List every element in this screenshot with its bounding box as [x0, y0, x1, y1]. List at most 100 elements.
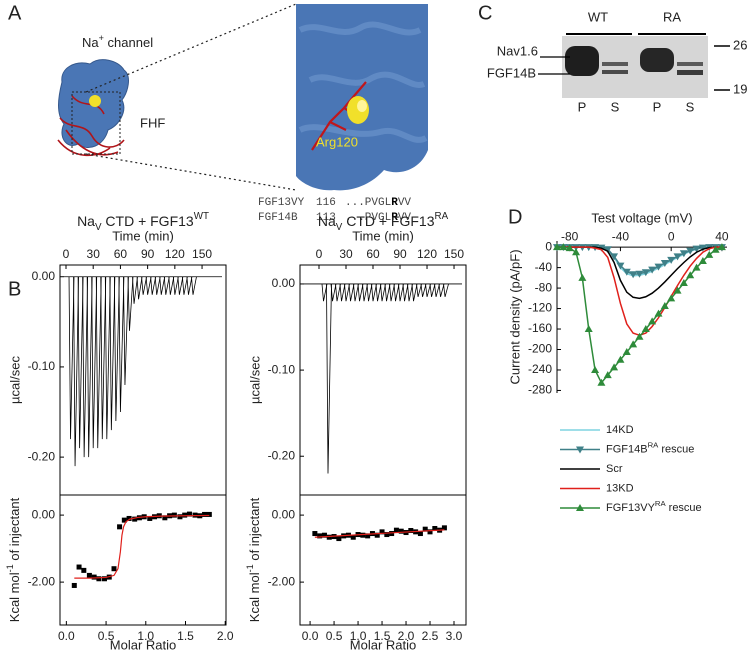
data-point — [641, 269, 650, 277]
injection-peak — [159, 276, 166, 295]
data-point — [584, 325, 593, 333]
plot-frame — [299, 494, 467, 626]
data-point — [126, 515, 132, 521]
data-point — [398, 528, 404, 534]
data-point — [408, 528, 414, 534]
injection-peak — [326, 283, 332, 474]
injection-peak — [127, 276, 134, 331]
data-point — [312, 531, 318, 537]
chart-title: NaV CTD + FGF13RA — [318, 211, 449, 233]
data-point — [616, 262, 625, 270]
data-point — [673, 253, 682, 261]
x-tick-label: 0.5 — [98, 629, 115, 643]
x-tick-label: 60 — [114, 247, 128, 261]
injection-peak — [182, 276, 188, 295]
injection-peak — [104, 276, 111, 440]
plot-frame — [59, 494, 227, 626]
data-point — [162, 515, 168, 521]
y-tick-label: 0 — [545, 239, 552, 253]
data-point — [610, 363, 619, 371]
x-tick-label: 60 — [366, 247, 380, 261]
injection-peak — [145, 276, 152, 295]
injection-peak — [177, 276, 184, 295]
injection-peak — [357, 283, 364, 302]
data-point — [111, 566, 117, 572]
injection-peak — [429, 283, 436, 297]
injection-peak — [335, 283, 341, 302]
x-tick-label: 30 — [87, 247, 101, 261]
y-tick-label: 0.00 — [32, 269, 56, 283]
y-axis-label: Kcal mol-1 of injectant — [245, 497, 262, 622]
data-point — [705, 250, 714, 258]
data-point — [202, 511, 208, 517]
data-point — [171, 512, 177, 518]
injection-peak — [411, 283, 418, 302]
text-run: Kcal mol — [247, 572, 262, 622]
data-point — [686, 247, 695, 255]
structure-zoom — [296, 4, 428, 191]
plot-frame — [299, 264, 467, 496]
y-tick-label: 0.00 — [272, 507, 296, 521]
data-point — [132, 516, 138, 522]
data-point — [91, 574, 97, 580]
text-run: ...PVGL — [345, 212, 391, 224]
x-tick-label: 1.5 — [177, 629, 194, 643]
data-point — [603, 246, 612, 254]
data-point — [660, 260, 669, 268]
injection-peak — [77, 276, 84, 449]
injection-peak — [141, 276, 147, 295]
injection-peak — [366, 283, 373, 302]
structure-overview — [57, 3, 297, 191]
injection-peak — [150, 276, 157, 295]
injection-peak — [380, 283, 386, 302]
legend-label: 13KD — [606, 482, 634, 494]
text-run: CTD + FGF13 — [102, 213, 194, 229]
text-run: R — [391, 197, 398, 209]
legend-label: FGF14BRA rescue — [606, 440, 694, 455]
text-run: WT — [194, 211, 209, 222]
x-axis-label: Time (min) — [112, 228, 174, 243]
text-run: Na — [318, 213, 336, 229]
data-point — [427, 529, 433, 535]
x-tick-label: -80 — [561, 229, 579, 243]
text-run: V — [336, 222, 343, 233]
data-point — [610, 253, 619, 261]
x-tick-label: 150 — [192, 247, 212, 261]
y-tick-label: -0.20 — [268, 448, 296, 462]
y-tick-label: -0.10 — [28, 359, 56, 373]
injection-peak — [95, 276, 102, 449]
injection-peak — [172, 276, 179, 295]
injection-peak — [339, 283, 346, 302]
injection-peak — [68, 276, 75, 440]
data-point — [635, 270, 644, 278]
y-tick-label: -0.10 — [268, 362, 296, 376]
data-point — [389, 531, 395, 537]
data-point — [667, 294, 676, 302]
y-tick-label: 0.00 — [272, 276, 296, 290]
band-label: Nav1.6 — [497, 43, 538, 58]
y-tick-label: -280 — [528, 383, 552, 397]
alignment-sequence: ...PVGLRVV — [345, 212, 411, 224]
data-point — [597, 378, 606, 386]
y-tick-label: -80 — [535, 280, 553, 294]
data-point — [422, 526, 428, 532]
x-tick-label: 0.0 — [302, 629, 319, 643]
text-run: Kcal mol — [7, 572, 22, 622]
channel-label: Na+ channel — [82, 33, 153, 50]
injection-peak — [118, 276, 125, 413]
injection-peak — [353, 283, 359, 302]
panel-label: A — [8, 2, 22, 24]
legend-marker — [576, 504, 584, 511]
data-point — [71, 582, 77, 588]
data-point — [182, 512, 188, 518]
injection-peak — [375, 283, 382, 302]
data-point — [679, 250, 688, 258]
data-point — [686, 271, 695, 279]
alignment-name: FGF14B — [258, 212, 298, 224]
data-point — [441, 525, 447, 531]
x-tick-label: 2.0 — [398, 629, 415, 643]
text-run: + — [99, 33, 104, 43]
data-point — [591, 365, 600, 373]
alignment-name: FGF13VY — [258, 197, 305, 209]
